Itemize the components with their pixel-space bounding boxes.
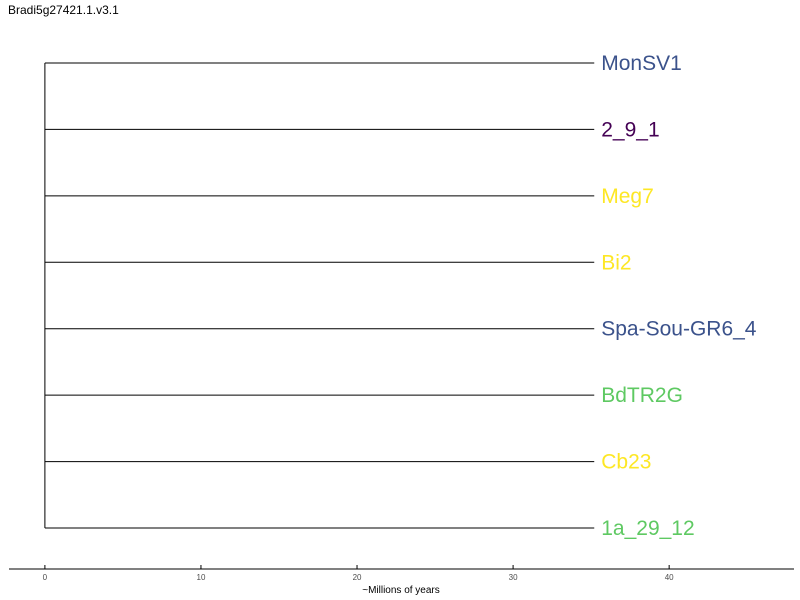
x-axis-title: ~Millions of years <box>362 585 440 596</box>
tip-label-MonSV1: MonSV1 <box>601 52 682 75</box>
tip-label-Bi2: Bi2 <box>601 251 631 274</box>
tip-label-2_9_1: 2_9_1 <box>601 118 659 141</box>
tip-label-Spa-Sou-GR6_4: Spa-Sou-GR6_4 <box>601 318 757 341</box>
tip-label-Meg7: Meg7 <box>601 185 654 208</box>
chart-title: Bradi5g27421.1.v3.1 <box>8 3 119 17</box>
x-tick-label-0: 0 <box>43 573 48 582</box>
tip-label-BdTR2G: BdTR2G <box>601 384 683 407</box>
tip-label-Cb23: Cb23 <box>601 451 651 474</box>
tip-label-1a_29_12: 1a_29_12 <box>601 517 694 540</box>
x-tick-label-40: 40 <box>665 573 674 582</box>
tree-branches <box>44 62 595 529</box>
x-tick-label-30: 30 <box>509 573 518 582</box>
x-tick-label-20: 20 <box>353 573 362 582</box>
x-axis: 0 10 20 30 40 ~Millions of years <box>9 565 794 596</box>
x-tick-label-10: 10 <box>197 573 206 582</box>
x-axis-ticks: 0 10 20 30 40 <box>43 565 674 582</box>
tip-labels: MonSV1 2_9_1 Meg7 Bi2 Spa-Sou-GR6_4 BdTR2G Cb2… <box>601 52 757 540</box>
